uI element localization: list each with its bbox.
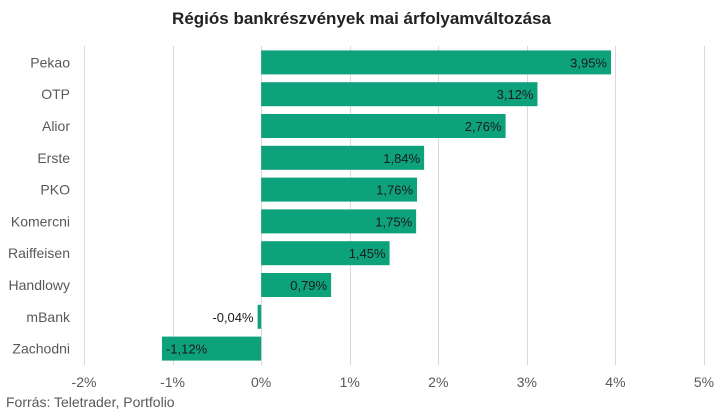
category-label: PKO xyxy=(40,182,70,198)
bar-pko xyxy=(261,177,418,202)
category-label: Komercni xyxy=(11,213,70,229)
bar-handlowy xyxy=(261,273,332,297)
bars xyxy=(161,50,611,361)
bar-otp xyxy=(261,82,538,107)
category-labels: Pekao OTP Alior Erste PKO Komercni Raiffeisen H… xyxy=(8,54,71,356)
bar-komercni xyxy=(261,209,417,234)
category-label: mBank xyxy=(26,309,71,325)
x-tick-label: 2% xyxy=(428,374,448,390)
x-tick-label: -1% xyxy=(160,374,185,390)
data-label: 0,79% xyxy=(290,278,327,293)
data-label: 1,75% xyxy=(375,214,412,229)
category-label: OTP xyxy=(41,86,70,102)
category-label: Handlowy xyxy=(9,277,70,293)
category-label: Erste xyxy=(37,150,70,166)
data-label: -0,04% xyxy=(212,310,254,325)
bar-erste xyxy=(261,145,425,170)
data-labels: 3,95% 3,12% 2,76% 1,84% 1,76% 1,75% 1,45% 0,79%… xyxy=(166,55,607,356)
data-label: 1,84% xyxy=(383,151,420,166)
data-label: 1,45% xyxy=(349,246,386,261)
data-label: 3,12% xyxy=(497,87,534,102)
category-label: Alior xyxy=(42,118,70,134)
data-label: 2,76% xyxy=(465,119,502,134)
x-tick-label: 5% xyxy=(694,374,714,390)
category-label: Raiffeisen xyxy=(8,245,70,261)
data-label: -1,12% xyxy=(166,342,208,357)
x-tick-label: 1% xyxy=(340,374,360,390)
bar-pekao xyxy=(261,50,611,75)
x-tick-label: -2% xyxy=(72,374,97,390)
data-label: 3,95% xyxy=(570,55,607,70)
bar-mbank xyxy=(257,304,262,329)
x-tick-label: 4% xyxy=(605,374,625,390)
x-axis-ticks: -2% -1% 0% 1% 2% 3% 4% 5% xyxy=(72,374,715,390)
source-note: Forrás: Teletrader, Portfolio xyxy=(6,394,175,410)
data-label: 1,76% xyxy=(376,183,413,198)
bar-zachodni xyxy=(161,336,262,361)
grid-lines xyxy=(84,46,705,365)
bar-alior xyxy=(261,114,506,138)
x-tick-label: 0% xyxy=(251,374,271,390)
bar-raiffeisen xyxy=(261,241,390,266)
chart-title: Régiós bankrészvények mai árfolyamváltoz… xyxy=(172,9,551,28)
category-label: Pekao xyxy=(30,54,70,70)
x-tick-label: 3% xyxy=(517,374,537,390)
category-label: Zachodni xyxy=(12,341,70,357)
